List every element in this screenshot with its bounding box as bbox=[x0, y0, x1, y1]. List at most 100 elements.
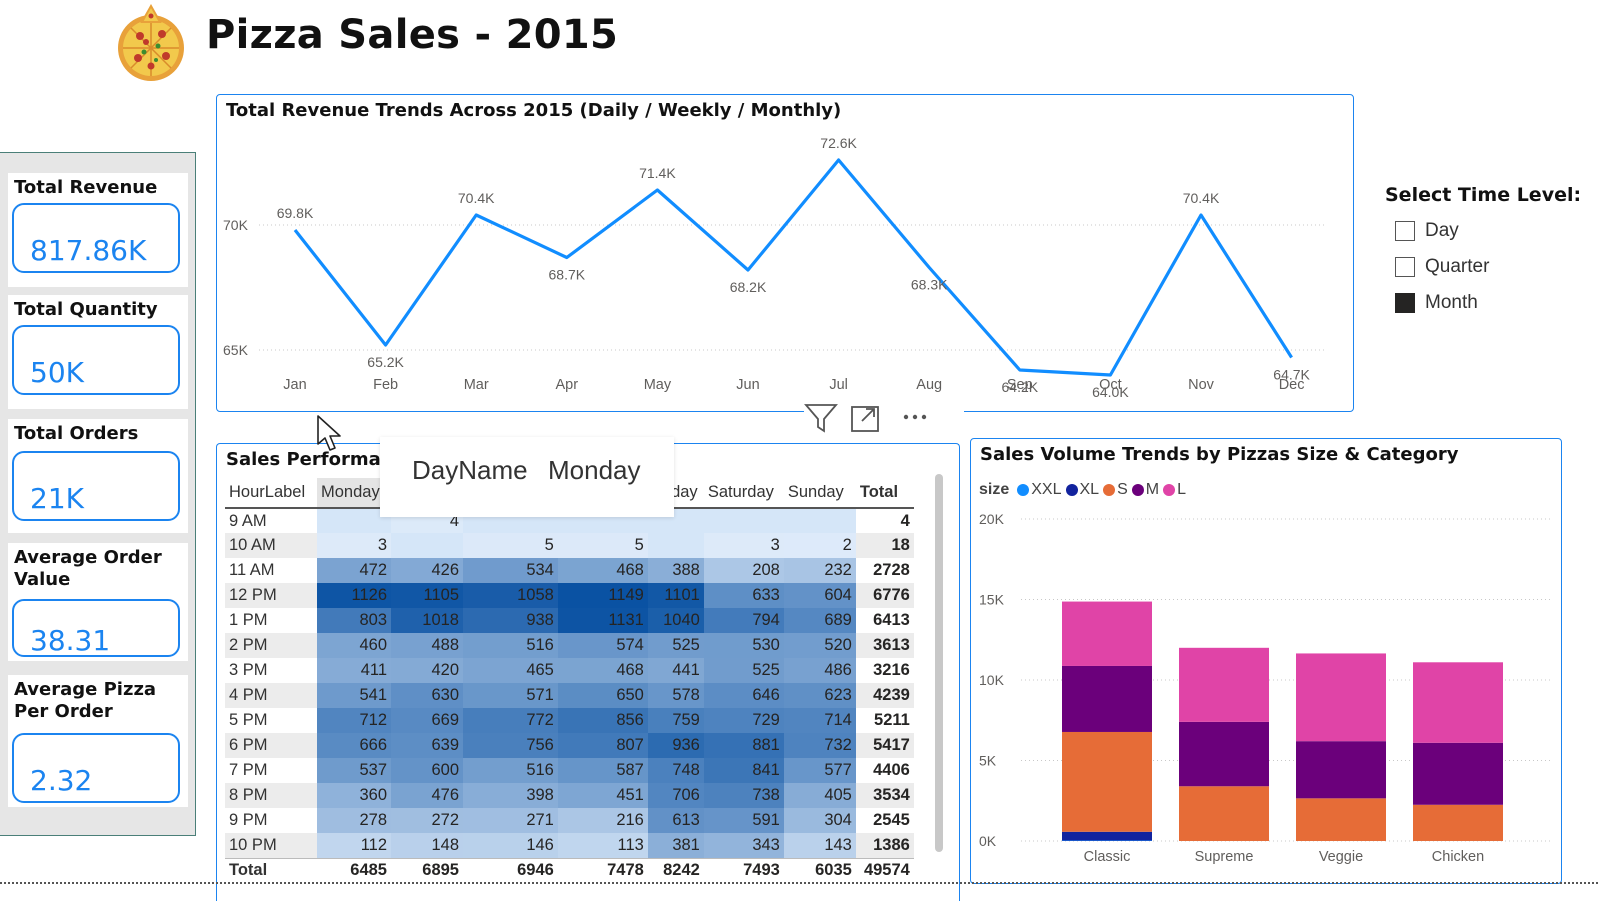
matrix-cell[interactable]: 856 bbox=[557, 708, 648, 733]
matrix-cell[interactable]: 525 bbox=[703, 658, 784, 683]
matrix-cell[interactable] bbox=[391, 533, 463, 558]
matrix-cell[interactable]: 578 bbox=[647, 683, 704, 708]
matrix-cell[interactable]: 756 bbox=[463, 733, 558, 758]
matrix-cell[interactable]: 669 bbox=[391, 708, 463, 733]
more-options-icon[interactable] bbox=[903, 414, 927, 420]
matrix-cell[interactable]: 143 bbox=[783, 833, 856, 858]
matrix-cell[interactable]: 571 bbox=[463, 683, 558, 708]
matrix-cell[interactable]: 530 bbox=[703, 633, 784, 658]
matrix-cell[interactable]: 706 bbox=[647, 783, 704, 808]
column-header-monday[interactable]: Monday bbox=[317, 478, 391, 509]
matrix-scrollbar[interactable] bbox=[935, 474, 943, 852]
matrix-cell[interactable]: 343 bbox=[703, 833, 784, 858]
matrix-cell[interactable]: 689 bbox=[783, 608, 856, 633]
matrix-cell[interactable]: 587 bbox=[557, 758, 648, 783]
matrix-cell[interactable]: 216 bbox=[557, 808, 648, 833]
matrix-cell[interactable]: 451 bbox=[557, 783, 648, 808]
matrix-cell[interactable]: 591 bbox=[703, 808, 784, 833]
matrix-cell[interactable]: 360 bbox=[317, 783, 391, 808]
matrix-cell[interactable]: 476 bbox=[391, 783, 463, 808]
matrix-cell[interactable]: 803 bbox=[317, 608, 391, 633]
revenue-trend-chart[interactable]: 65K 70K 69.8K Jan 65.2K Feb 70.4K Mar 68.7K Apr 71… bbox=[216, 94, 1354, 412]
matrix-cell[interactable]: 112 bbox=[317, 833, 391, 858]
matrix-cell[interactable]: 3 bbox=[703, 533, 784, 558]
matrix-cell[interactable]: 1126 bbox=[317, 583, 391, 608]
row-header-hourlabel[interactable]: HourLabel bbox=[225, 478, 317, 509]
matrix-cell[interactable]: 426 bbox=[391, 558, 463, 583]
matrix-cell[interactable]: 468 bbox=[557, 658, 648, 683]
slicer-option-day[interactable]: Day bbox=[1395, 218, 1459, 244]
matrix-cell[interactable]: 712 bbox=[317, 708, 391, 733]
matrix-cell[interactable]: 278 bbox=[317, 808, 391, 833]
matrix-cell[interactable]: 1101 bbox=[647, 583, 704, 608]
matrix-cell[interactable]: 398 bbox=[463, 783, 558, 808]
slicer-option-month[interactable]: Month bbox=[1395, 290, 1478, 316]
matrix-cell[interactable]: 759 bbox=[647, 708, 704, 733]
matrix-cell[interactable]: 516 bbox=[463, 633, 558, 658]
legend-item-l[interactable]: L bbox=[1163, 481, 1186, 499]
matrix-cell[interactable]: 272 bbox=[391, 808, 463, 833]
matrix-cell[interactable]: 534 bbox=[463, 558, 558, 583]
matrix-cell[interactable]: 666 bbox=[317, 733, 391, 758]
matrix-cell[interactable]: 465 bbox=[463, 658, 558, 683]
matrix-cell[interactable]: 2 bbox=[783, 533, 856, 558]
matrix-cell[interactable]: 794 bbox=[703, 608, 784, 633]
matrix-cell[interactable]: 420 bbox=[391, 658, 463, 683]
sales-performance-matrix[interactable]: Sales Performance by Day & Hour HourLabe… bbox=[216, 443, 960, 901]
matrix-cell[interactable]: 738 bbox=[703, 783, 784, 808]
column-header-saturday[interactable]: Saturday bbox=[703, 478, 784, 509]
matrix-cell[interactable]: 881 bbox=[703, 733, 784, 758]
matrix-cell[interactable]: 938 bbox=[463, 608, 558, 633]
legend-item-s[interactable]: S bbox=[1103, 481, 1128, 499]
legend-item-xl[interactable]: XL bbox=[1065, 481, 1099, 499]
matrix-cell[interactable]: 537 bbox=[317, 758, 391, 783]
legend-item-xxl[interactable]: XXL bbox=[1017, 481, 1062, 499]
matrix-cell[interactable]: 1058 bbox=[463, 583, 558, 608]
matrix-cell[interactable]: 468 bbox=[557, 558, 648, 583]
matrix-cell[interactable]: 460 bbox=[317, 633, 391, 658]
matrix-cell[interactable] bbox=[317, 508, 391, 533]
matrix-cell[interactable]: 600 bbox=[391, 758, 463, 783]
matrix-cell[interactable]: 516 bbox=[463, 758, 558, 783]
column-header-sunday[interactable]: Sunday bbox=[783, 478, 856, 509]
matrix-cell[interactable]: 630 bbox=[391, 683, 463, 708]
matrix-cell[interactable]: 936 bbox=[647, 733, 704, 758]
matrix-cell[interactable]: 604 bbox=[783, 583, 856, 608]
matrix-cell[interactable]: 405 bbox=[783, 783, 856, 808]
matrix-cell[interactable]: 729 bbox=[703, 708, 784, 733]
checkbox-checked[interactable] bbox=[1395, 293, 1415, 313]
matrix-cell[interactable]: 441 bbox=[647, 658, 704, 683]
slicer-option-quarter[interactable]: Quarter bbox=[1395, 254, 1489, 280]
matrix-cell[interactable]: 5 bbox=[463, 533, 558, 558]
legend-item-m[interactable]: M bbox=[1131, 481, 1159, 499]
matrix-cell[interactable]: 472 bbox=[317, 558, 391, 583]
matrix-cell[interactable]: 488 bbox=[391, 633, 463, 658]
matrix-cell[interactable]: 1131 bbox=[557, 608, 648, 633]
matrix-cell[interactable]: 525 bbox=[647, 633, 704, 658]
matrix-cell[interactable]: 146 bbox=[463, 833, 558, 858]
matrix-cell[interactable]: 520 bbox=[783, 633, 856, 658]
matrix-cell[interactable]: 3 bbox=[317, 533, 391, 558]
matrix-cell[interactable]: 271 bbox=[463, 808, 558, 833]
matrix-cell[interactable]: 732 bbox=[783, 733, 856, 758]
column-header-total[interactable]: Total bbox=[855, 478, 914, 509]
checkbox[interactable] bbox=[1395, 257, 1415, 277]
matrix-cell[interactable] bbox=[647, 533, 704, 558]
matrix-cell[interactable]: 623 bbox=[783, 683, 856, 708]
matrix-cell[interactable]: 639 bbox=[391, 733, 463, 758]
checkbox[interactable] bbox=[1395, 221, 1415, 241]
matrix-cell[interactable]: 650 bbox=[557, 683, 648, 708]
focus-mode-icon[interactable] bbox=[851, 406, 879, 432]
matrix-cell[interactable]: 772 bbox=[463, 708, 558, 733]
filter-icon[interactable] bbox=[804, 404, 838, 433]
matrix-cell[interactable]: 613 bbox=[647, 808, 704, 833]
matrix-cell[interactable]: 113 bbox=[557, 833, 648, 858]
matrix-cell[interactable]: 388 bbox=[647, 558, 704, 583]
matrix-cell[interactable]: 1149 bbox=[557, 583, 648, 608]
matrix-cell[interactable]: 748 bbox=[647, 758, 704, 783]
matrix-cell[interactable]: 148 bbox=[391, 833, 463, 858]
matrix-cell[interactable]: 1040 bbox=[647, 608, 704, 633]
matrix-cell[interactable]: 714 bbox=[783, 708, 856, 733]
matrix-cell[interactable]: 486 bbox=[783, 658, 856, 683]
matrix-cell[interactable]: 646 bbox=[703, 683, 784, 708]
